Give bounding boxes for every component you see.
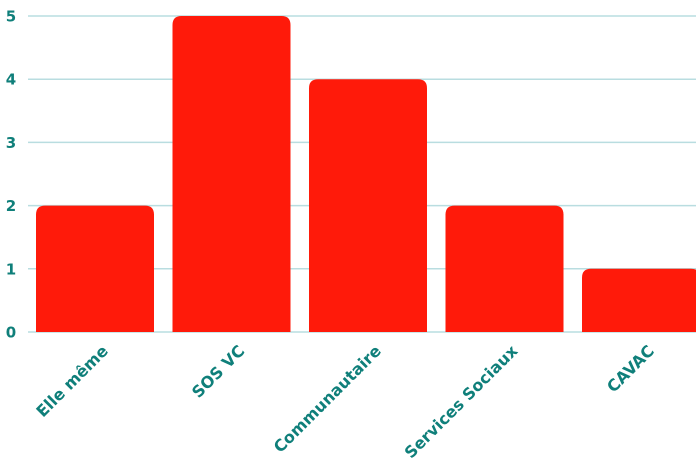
- x-axis-labels: Elle même SOS VC Communautaire Services Soc…: [32, 341, 657, 462]
- y-tick-label: 1: [6, 260, 16, 278]
- y-tick-label: 5: [6, 8, 16, 26]
- x-category-label: SOS VC: [188, 341, 248, 401]
- y-tick-label: 0: [6, 324, 16, 342]
- bar-communautaire: [309, 79, 427, 332]
- y-tick-label: 3: [6, 134, 16, 152]
- x-category-label: Services Sociaux: [401, 341, 522, 462]
- bar-sos-vc: [172, 16, 291, 332]
- bar-elle-m-me: [36, 205, 154, 332]
- y-axis-ticks: 0 1 2 3 4 5: [6, 8, 16, 342]
- bars: [36, 16, 696, 332]
- x-category-label: Communautaire: [270, 341, 385, 456]
- x-category-label: CAVAC: [603, 341, 658, 396]
- bar-services-sociaux: [445, 205, 564, 332]
- bar-cavac: [582, 268, 696, 332]
- x-category-label: Elle même: [32, 341, 112, 421]
- y-tick-label: 2: [6, 197, 16, 215]
- y-tick-label: 4: [6, 71, 16, 89]
